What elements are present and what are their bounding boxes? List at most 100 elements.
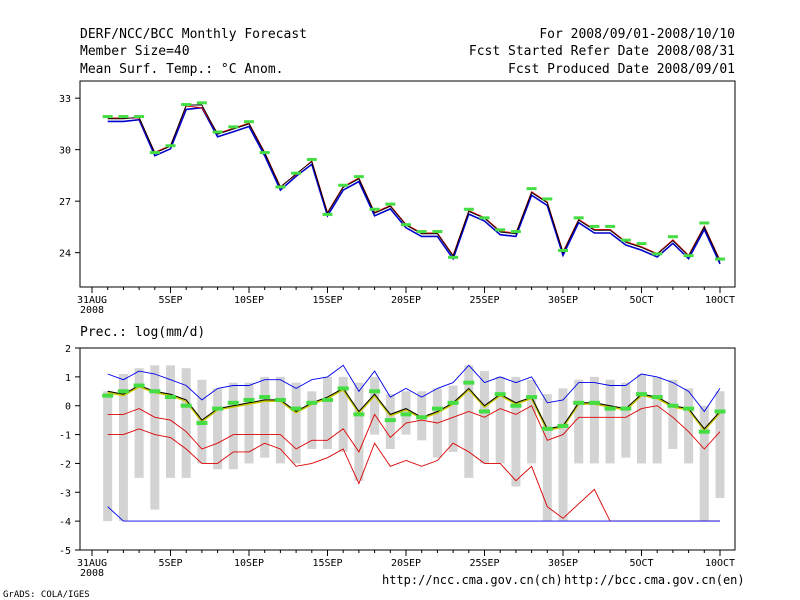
precip-marker [306, 400, 318, 405]
x-tick-label: 5OCT [629, 558, 653, 569]
precip-box [699, 405, 709, 522]
temp-marker [259, 151, 270, 155]
precip-marker [117, 389, 129, 394]
precip-box [558, 388, 568, 522]
precip-marker [259, 395, 271, 400]
precip-box [668, 379, 678, 449]
precip-marker [369, 389, 381, 394]
y-tick-label: -2 [59, 459, 71, 470]
precip-box [244, 382, 254, 464]
temp-marker [573, 216, 584, 220]
chart-title: DERF/NCC/BCC Monthly Forecast [80, 27, 307, 42]
y-tick-label: 27 [59, 197, 71, 208]
precip-box [166, 365, 175, 478]
precip-marker [573, 400, 585, 405]
y-tick-label: 1 [65, 373, 71, 384]
precip-marker [290, 406, 302, 411]
temp-marker [683, 254, 694, 258]
precip-box [621, 382, 631, 458]
precip-box [527, 379, 537, 464]
y-tick-label: 0 [65, 402, 71, 413]
precip-marker [620, 406, 632, 411]
precip-marker [714, 409, 726, 414]
forecast-period: For 2008/09/01-2008/10/10 [539, 27, 735, 42]
precip-marker [322, 397, 333, 402]
precip-panel-title: Prec.: log(mm/d) [80, 325, 205, 340]
x-year-label: 2008 [80, 305, 104, 316]
y-tick-label: -3 [59, 488, 71, 499]
x-tick-label: 5SEP [158, 558, 182, 569]
temp-marker [291, 171, 302, 175]
precip-box [307, 391, 317, 449]
precip-box [652, 376, 662, 464]
temp-series-ensemble-blue [107, 106, 721, 265]
precip-marker [526, 395, 538, 400]
x-tick-label: 15SEP [312, 295, 342, 306]
temp-marker [699, 221, 710, 225]
precip-box [150, 365, 160, 510]
precip-series-ensemble-mean [107, 384, 721, 430]
precip-box [323, 376, 332, 449]
variable-label: Mean Surf. Temp.: °C Anom. [80, 62, 284, 77]
y-tick-label: 33 [59, 94, 71, 105]
y-tick-label: -4 [59, 517, 71, 528]
precip-marker [400, 412, 412, 417]
temp-marker [558, 248, 568, 252]
precip-panel: -5 -4 -3 -2 -1 0 1 2 31AUG 5SEP 10SEP 15SEP 20SEP 25S… [59, 344, 735, 579]
temp-marker [667, 235, 678, 239]
temp-marker [589, 224, 600, 228]
temp-marker [479, 216, 490, 220]
temp-marker [620, 238, 631, 242]
precip-marker [636, 392, 647, 397]
temp-marker [149, 151, 160, 155]
precip-box [118, 373, 128, 522]
temp-marker [322, 212, 333, 216]
temp-marker [228, 125, 239, 129]
temp-marker [275, 185, 286, 189]
precip-box [260, 376, 270, 458]
precip-box [715, 391, 725, 499]
precip-marker [431, 406, 443, 411]
precip-series-lower-red [107, 405, 721, 453]
precip-marker [212, 406, 224, 411]
precip-box [464, 365, 474, 478]
grads-credit: GrADS: COLA/IGES [3, 590, 90, 600]
temp-marker [165, 144, 176, 148]
precip-marker [384, 418, 396, 423]
precip-panel-frame [79, 347, 736, 551]
precip-box [542, 394, 552, 522]
temp-marker [448, 255, 459, 259]
precip-box [181, 368, 191, 478]
y-tick-label: 30 [59, 146, 71, 157]
temp-marker [306, 157, 317, 161]
precip-marker [243, 397, 255, 402]
precip-marker [102, 393, 114, 398]
temp-marker [652, 252, 663, 256]
precip-box [228, 382, 238, 470]
temp-marker [181, 103, 192, 107]
precip-marker [479, 409, 490, 414]
precip-box [511, 376, 521, 487]
x-tick-label: 31AUG [77, 558, 107, 569]
temp-marker [244, 120, 254, 124]
precip-marker [510, 403, 522, 408]
temp-series-red [107, 105, 721, 261]
y-tick-label: -1 [59, 431, 71, 442]
member-size: Member Size=40 [80, 44, 190, 59]
precip-marker [416, 415, 428, 420]
precip-marker [165, 395, 176, 400]
precip-box [338, 376, 348, 452]
precip-marker [541, 426, 553, 431]
x-tick-label: 25SEP [469, 295, 499, 306]
precip-marker [353, 412, 365, 417]
temperature-panel-frame [79, 80, 736, 288]
temp-marker [196, 101, 207, 105]
temp-marker [134, 115, 145, 119]
precip-box [354, 382, 364, 481]
precip-marker [667, 403, 679, 408]
precip-marker [196, 421, 208, 426]
temp-marker [369, 207, 380, 211]
precip-marker [588, 400, 600, 405]
temp-series-black [107, 104, 721, 262]
